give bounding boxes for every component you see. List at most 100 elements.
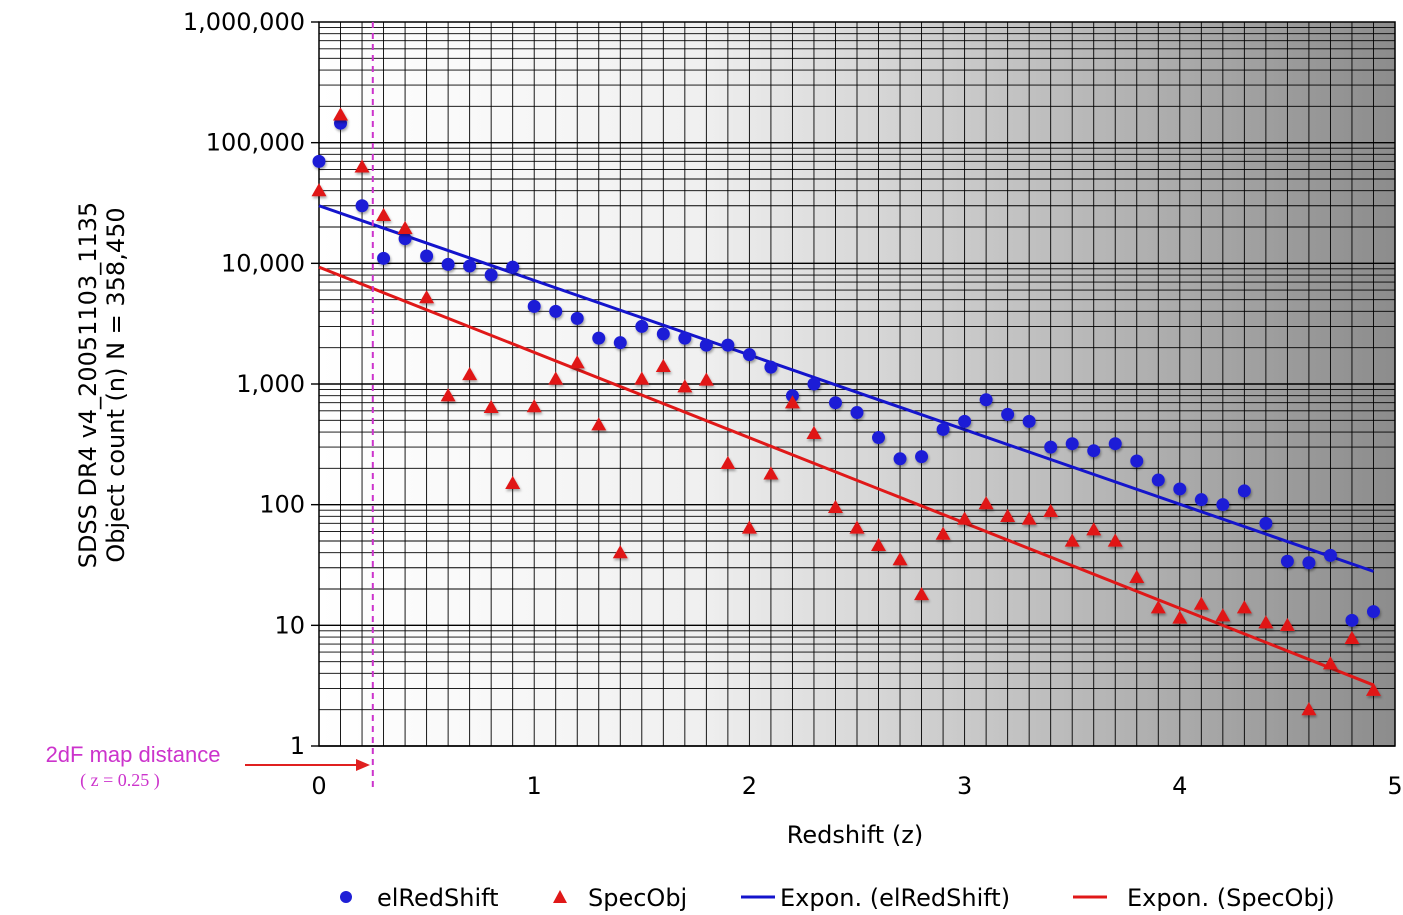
point-specobj [505, 475, 521, 490]
point-specobj [741, 520, 757, 534]
point-elredshift [1022, 414, 1036, 428]
y-tick-label: 10,000 [221, 249, 305, 277]
x-tick-label: 4 [1172, 772, 1187, 800]
y-tick-label: 10 [274, 611, 305, 639]
trend-line-expon-specobj [318, 265, 1375, 687]
point-specobj [483, 399, 499, 414]
point-elredshift [1108, 437, 1122, 451]
x-tick-label: 1 [527, 772, 542, 800]
point-specobj [914, 587, 930, 601]
point-elredshift [441, 257, 455, 271]
point-elredshift [915, 450, 929, 464]
y-tick-label: 1,000 [236, 370, 305, 398]
point-specobj [1365, 682, 1381, 696]
y-tick-label: 100 [259, 491, 305, 519]
point-specobj [462, 366, 478, 381]
point-specobj [827, 499, 843, 513]
point-elredshift [678, 331, 692, 345]
point-specobj [1043, 503, 1059, 517]
point-specobj [1236, 600, 1252, 614]
point-specobj [1129, 569, 1145, 583]
point-specobj [1322, 656, 1338, 670]
point-elredshift [420, 249, 434, 263]
point-elredshift [377, 251, 391, 265]
point-elredshift [355, 199, 369, 213]
point-elredshift [872, 431, 886, 445]
annotation-label: 2dF map distance [46, 742, 221, 767]
point-specobj [612, 545, 628, 559]
point-elredshift [1345, 613, 1359, 627]
point-elredshift [592, 331, 606, 345]
point-elredshift [484, 268, 498, 282]
point-elredshift [1366, 605, 1380, 619]
point-elredshift [635, 319, 649, 333]
trend-lines [318, 204, 1375, 687]
point-elredshift [613, 336, 627, 350]
point-specobj [957, 511, 973, 525]
point-elredshift [1001, 407, 1015, 421]
point-specobj [1150, 600, 1166, 614]
y-axis-title-line2: Object count (n) N = 358,450 [102, 207, 130, 562]
annotation-sublabel: ( z = 0.25 ) [80, 770, 160, 791]
point-elredshift [527, 299, 541, 313]
x-tick-label: 2 [742, 772, 757, 800]
point-specobj [311, 183, 327, 197]
point-specobj [1215, 608, 1231, 622]
y-tick-label: 100,000 [206, 129, 305, 157]
point-specobj [1193, 596, 1209, 610]
point-elredshift [1237, 484, 1251, 498]
legend-marker-specobj [553, 890, 567, 903]
point-specobj [440, 388, 456, 402]
point-specobj [526, 399, 542, 413]
x-tick-label: 0 [311, 772, 326, 800]
point-elredshift [807, 377, 821, 391]
x-axis-title-var: (z) [892, 821, 923, 849]
point-elredshift [1259, 516, 1273, 530]
trend-line-expon-elredshift [318, 204, 1374, 573]
point-elredshift [506, 260, 520, 274]
point-specobj [397, 220, 413, 234]
point-specobj [1344, 630, 1360, 644]
legend: elRedShift SpecObj Expon. (elRedShift) E… [340, 884, 1335, 912]
point-specobj [1172, 610, 1188, 624]
point-elredshift [721, 338, 735, 352]
point-elredshift [764, 360, 778, 374]
data-markers [311, 107, 1381, 716]
point-elredshift [936, 422, 950, 436]
y-tick-label: 1,000,000 [183, 8, 305, 36]
point-elredshift [1194, 493, 1208, 507]
y-tick-label: 1 [290, 732, 305, 760]
x-axis-title-text: Redshift [787, 821, 884, 849]
point-specobj [1301, 702, 1317, 716]
point-elredshift [398, 232, 412, 246]
point-elredshift [1065, 437, 1079, 451]
legend-label-elredshift: elRedShift [377, 884, 499, 912]
point-elredshift [1302, 556, 1316, 570]
point-specobj [677, 379, 693, 393]
point-specobj [871, 537, 887, 551]
point-specobj [892, 552, 908, 566]
point-elredshift [850, 406, 864, 420]
legend-marker-elredshift [340, 891, 352, 903]
point-specobj [806, 425, 822, 439]
x-tick-label: 3 [957, 772, 972, 800]
point-specobj [655, 358, 671, 372]
point-elredshift [549, 304, 563, 318]
point-specobj [333, 107, 349, 121]
y-axis-ticks: 1 10 100 1,000 10,000 100,000 1,000,000 [183, 8, 319, 760]
point-specobj [935, 526, 951, 540]
point-elredshift [979, 393, 993, 407]
legend-label-expon-elredshift: Expon. (elRedShift) [780, 884, 1010, 912]
x-axis-title: Redshift (z) [787, 821, 923, 849]
point-elredshift [828, 396, 842, 410]
point-specobj [763, 466, 779, 480]
point-specobj [1021, 511, 1037, 525]
legend-label-expon-specobj: Expon. (SpecObj) [1127, 884, 1335, 912]
point-elredshift [1280, 554, 1294, 568]
point-specobj [1258, 615, 1274, 629]
point-specobj [354, 159, 370, 173]
point-specobj [849, 520, 865, 534]
point-elredshift [312, 154, 326, 168]
point-specobj [591, 417, 607, 431]
